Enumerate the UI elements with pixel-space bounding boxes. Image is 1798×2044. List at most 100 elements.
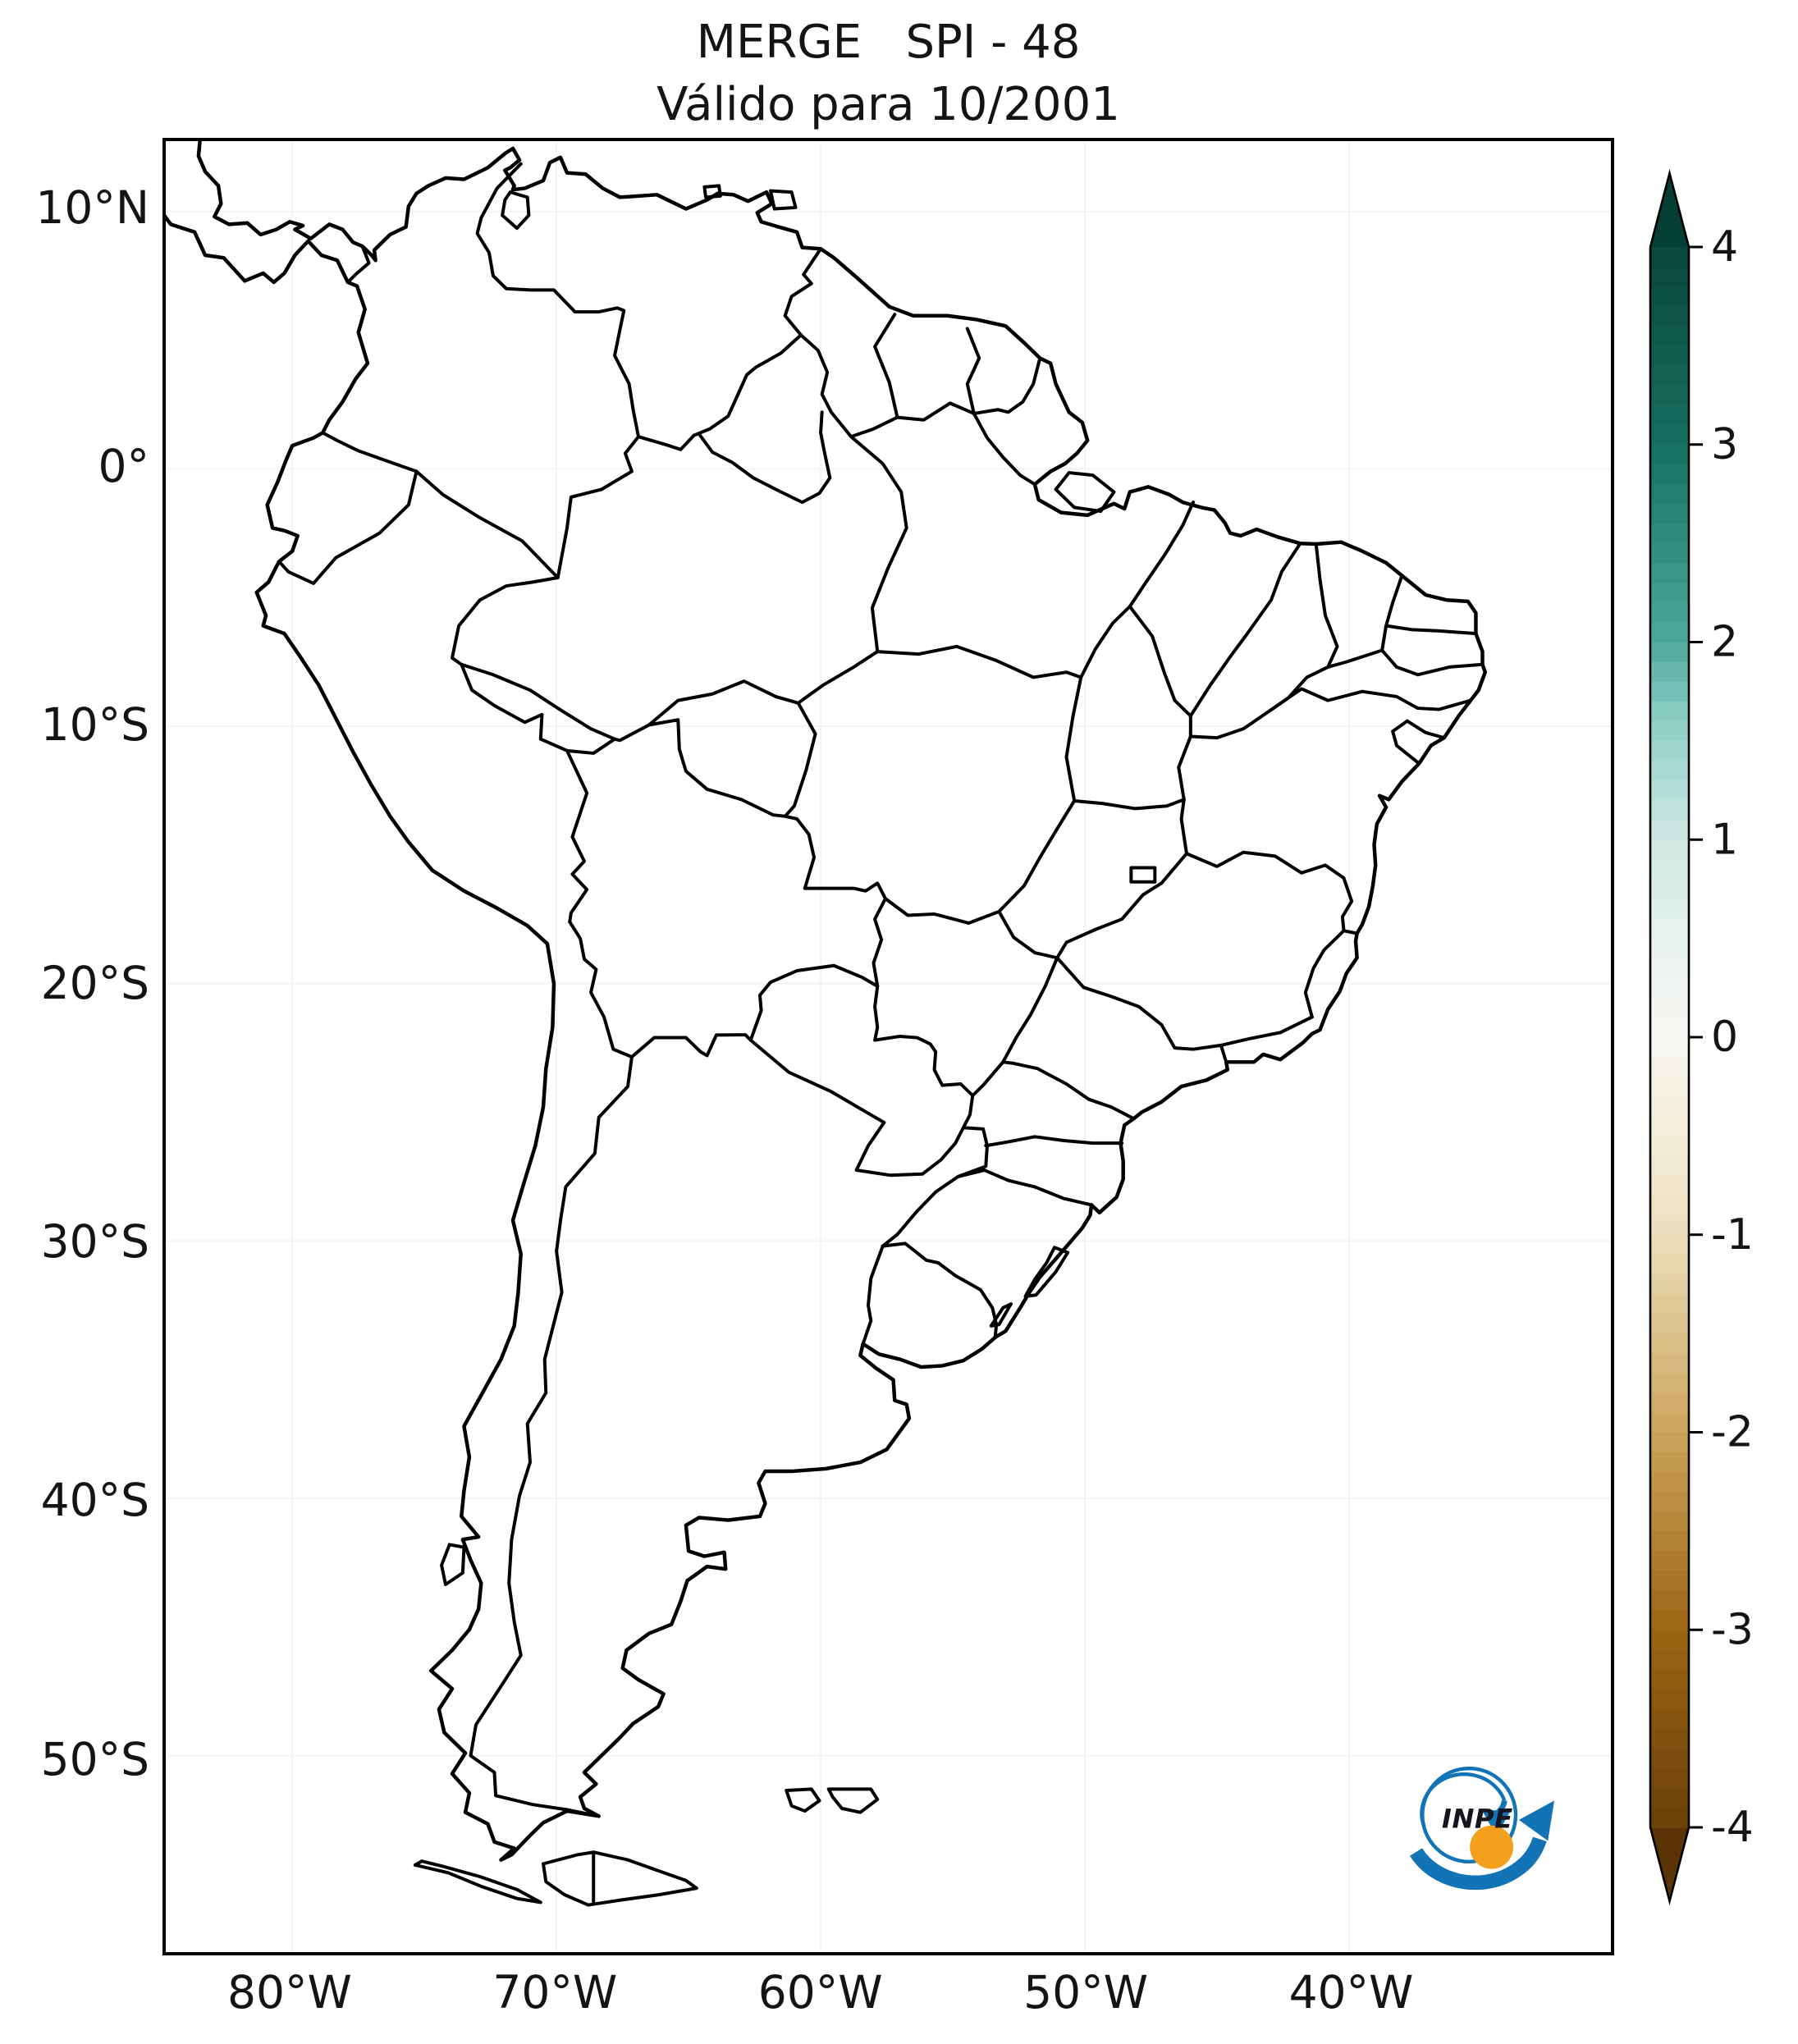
colorbar-tick-label: -1 — [1711, 1210, 1754, 1260]
state-border — [1064, 675, 1083, 803]
state-border — [1079, 605, 1132, 679]
state-border — [460, 662, 617, 741]
x-axis-tick-label: 70°W — [492, 1966, 618, 2019]
island-outline — [501, 190, 531, 231]
country-border — [556, 435, 640, 579]
country-border — [873, 313, 899, 419]
state-border — [647, 679, 800, 727]
island-outline — [542, 1850, 698, 1907]
colorbar-tick-label: 3 — [1711, 420, 1738, 469]
y-axis-tick-label: 10°N — [35, 181, 149, 235]
inpe-logo-swoosh — [1410, 1836, 1547, 1891]
island-outline — [413, 1859, 542, 1905]
colorbar-tick-label: -2 — [1711, 1408, 1754, 1457]
island-outline — [826, 1787, 880, 1814]
state-border — [1405, 719, 1446, 740]
inpe-logo-text: INPE — [1442, 1804, 1513, 1835]
y-axis-tick-label: 10°S — [40, 698, 149, 752]
country-border — [783, 247, 823, 337]
x-axis-tick-label: 80°W — [226, 1966, 352, 2019]
country-border — [854, 1120, 965, 1177]
state-border — [876, 644, 1083, 679]
map-axes — [162, 138, 1614, 1955]
x-axis-tick-label: 40°W — [1288, 1966, 1414, 2019]
country-border — [565, 718, 887, 988]
state-border — [972, 411, 1036, 487]
colorbar-tick-label: -3 — [1711, 1605, 1754, 1654]
state-border — [783, 701, 817, 818]
state-border — [1177, 714, 1192, 802]
state-border — [1055, 852, 1188, 960]
colorbar-tick-label: 0 — [1711, 1013, 1738, 1062]
state-border — [1128, 605, 1192, 718]
state-border — [1268, 687, 1473, 713]
colorbar: 4 3 2 1 0 -1 -2 -3 -4 — [1649, 168, 1754, 1906]
country-border — [469, 1055, 634, 1818]
x-axis-tick-label: 50°W — [1023, 1966, 1149, 2019]
country-border — [861, 1244, 885, 1346]
state-border — [1391, 719, 1421, 766]
figure-title: MERGE SPI - 48 — [696, 16, 1081, 69]
colorbar-tick-label: 4 — [1711, 222, 1738, 272]
state-border — [971, 956, 1059, 1098]
inpe-logo-spiral — [1420, 1772, 1507, 1827]
colorbar-gradient — [1650, 173, 1689, 1901]
inpe-logo: INPE — [1410, 1766, 1555, 1891]
inpe-logo-orange-dot — [1470, 1825, 1514, 1869]
island-outline — [440, 1543, 466, 1587]
country-border — [881, 1126, 989, 1248]
country-border — [345, 245, 371, 284]
y-axis-tick-label: 40°S — [40, 1474, 149, 1527]
x-axis-tick-label: 60°W — [757, 1966, 883, 2019]
state-border — [1001, 1060, 1136, 1121]
country-border — [881, 1241, 999, 1339]
island-outline — [785, 1787, 821, 1813]
colorbar-tick-label: 2 — [1711, 618, 1738, 667]
country-border — [873, 984, 975, 1130]
inpe-logo-small-arrowhead — [1481, 1810, 1512, 1836]
state-border — [997, 798, 1077, 913]
country-border — [748, 1038, 886, 1124]
state-border — [1219, 1043, 1228, 1064]
y-axis-tick-label: 0° — [98, 440, 150, 493]
state-border — [1268, 665, 1330, 713]
state-border — [1184, 850, 1359, 935]
country-border — [965, 327, 981, 415]
country-border — [321, 431, 419, 473]
country-border — [414, 469, 560, 579]
coastline-path — [166, 141, 1488, 1862]
country-border — [798, 333, 899, 439]
y-axis-tick-label: 50°S — [40, 1732, 149, 1786]
state-border — [849, 435, 908, 654]
y-axis-tick-label: 20°S — [40, 957, 149, 1010]
state-border — [1219, 1015, 1314, 1047]
state-border — [1303, 929, 1346, 1019]
state-border — [997, 909, 1059, 960]
state-border — [984, 1135, 1124, 1148]
state-border — [1384, 624, 1478, 636]
figure-subtitle: Válido para 10/2001 — [657, 78, 1120, 131]
country-border — [277, 469, 419, 585]
state-border — [956, 1168, 1094, 1207]
island-outline — [1054, 471, 1116, 514]
state-border — [1188, 542, 1302, 718]
country-border — [475, 162, 640, 439]
colorbar-tick-label: 1 — [1711, 815, 1738, 864]
inpe-logo-swoosh-arrowhead — [1518, 1800, 1555, 1841]
country-border — [972, 356, 1042, 415]
state-border — [1380, 648, 1485, 677]
state-border — [796, 650, 880, 705]
country-border — [748, 963, 880, 1042]
south-america-map — [166, 141, 1611, 1951]
country-border — [895, 401, 976, 422]
country-border — [636, 333, 803, 451]
country-border — [451, 576, 569, 752]
colorbar-tick-label: -4 — [1711, 1803, 1754, 1852]
state-border — [1055, 956, 1223, 1051]
country-border — [629, 1033, 753, 1059]
state-border — [1129, 866, 1157, 884]
state-border — [1314, 542, 1339, 669]
state-border — [1326, 574, 1404, 669]
state-border — [1128, 501, 1196, 609]
island-outline — [768, 189, 798, 211]
